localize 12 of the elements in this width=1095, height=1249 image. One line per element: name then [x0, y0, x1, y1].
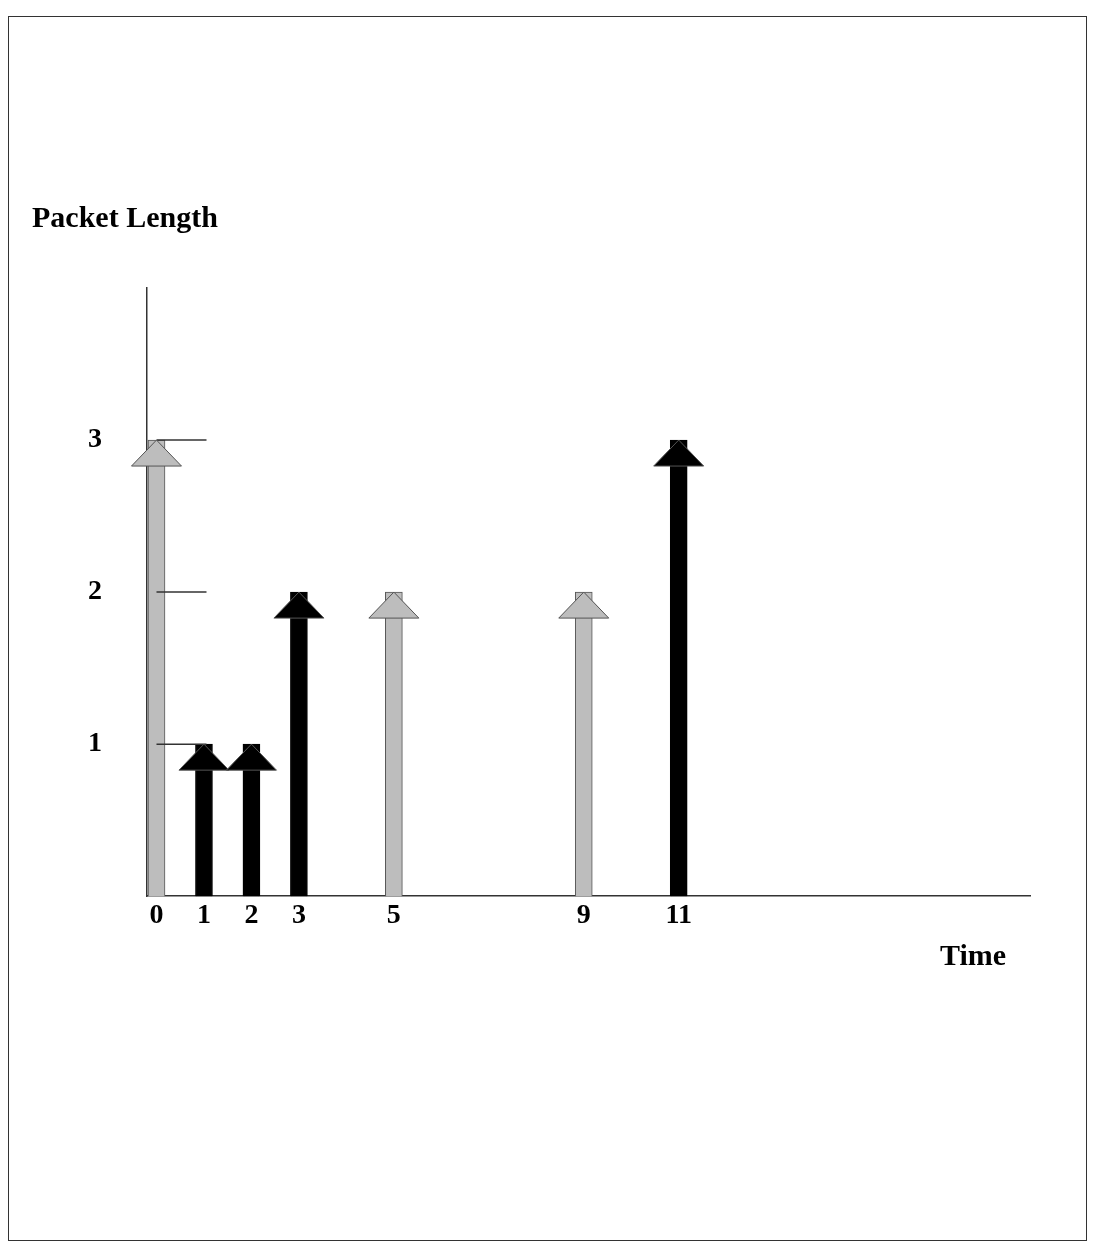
x-tick-label: 9 [576, 898, 591, 930]
x-tick-label: 11 [665, 898, 692, 930]
y-tick-label: 3 [88, 422, 102, 454]
x-tick-label: 3 [291, 898, 306, 930]
y-tick-label: 2 [88, 574, 102, 606]
x-tick-label: 1 [196, 898, 211, 930]
y-tick-label: 1 [88, 726, 102, 758]
x-tick-label: 5 [386, 898, 401, 930]
y-axis-title: Packet Length [32, 200, 218, 234]
x-axis-title: Time [940, 938, 1007, 972]
x-tick-label: 2 [244, 898, 259, 930]
x-tick-label: 0 [149, 898, 164, 930]
